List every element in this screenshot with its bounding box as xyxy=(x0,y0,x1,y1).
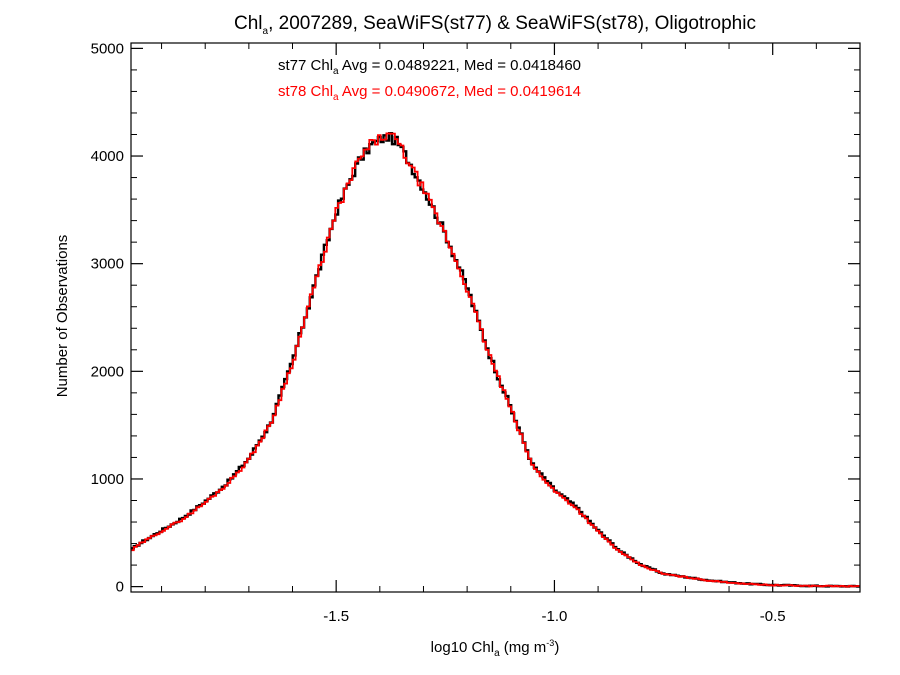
axis-ticks: 0 1000 2000 3000 4000 5000 -1.5 -1.0 -0.5 xyxy=(91,40,860,625)
x-axis-label: log10 Chla (mg m-3) xyxy=(431,638,560,659)
y-tick-label: 5000 xyxy=(91,40,124,57)
annotation-st77: st77 Chla Avg = 0.0489221, Med = 0.04184… xyxy=(278,57,581,77)
series-line-st78 xyxy=(131,132,860,588)
x-tick-label: -0.5 xyxy=(760,608,786,625)
series-layer xyxy=(131,132,860,588)
plot-frame xyxy=(130,42,861,593)
y-tick-label: 3000 xyxy=(91,256,124,273)
y-tick-label: 4000 xyxy=(91,148,124,165)
series-line-st77 xyxy=(131,132,860,588)
x-tick-label: -1.5 xyxy=(323,608,349,625)
chart-title: Chla, 2007289, SeaWiFS(st77) & SeaWiFS(s… xyxy=(234,13,756,37)
y-tick-label: 1000 xyxy=(91,471,124,488)
x-tick-label: -1.0 xyxy=(542,608,568,625)
annotation-st78: st78 Chla Avg = 0.0490672, Med = 0.04196… xyxy=(278,83,581,103)
y-tick-label: 2000 xyxy=(91,363,124,380)
y-tick-label: 0 xyxy=(116,579,124,596)
y-axis-label: Number of Observations xyxy=(54,235,71,398)
